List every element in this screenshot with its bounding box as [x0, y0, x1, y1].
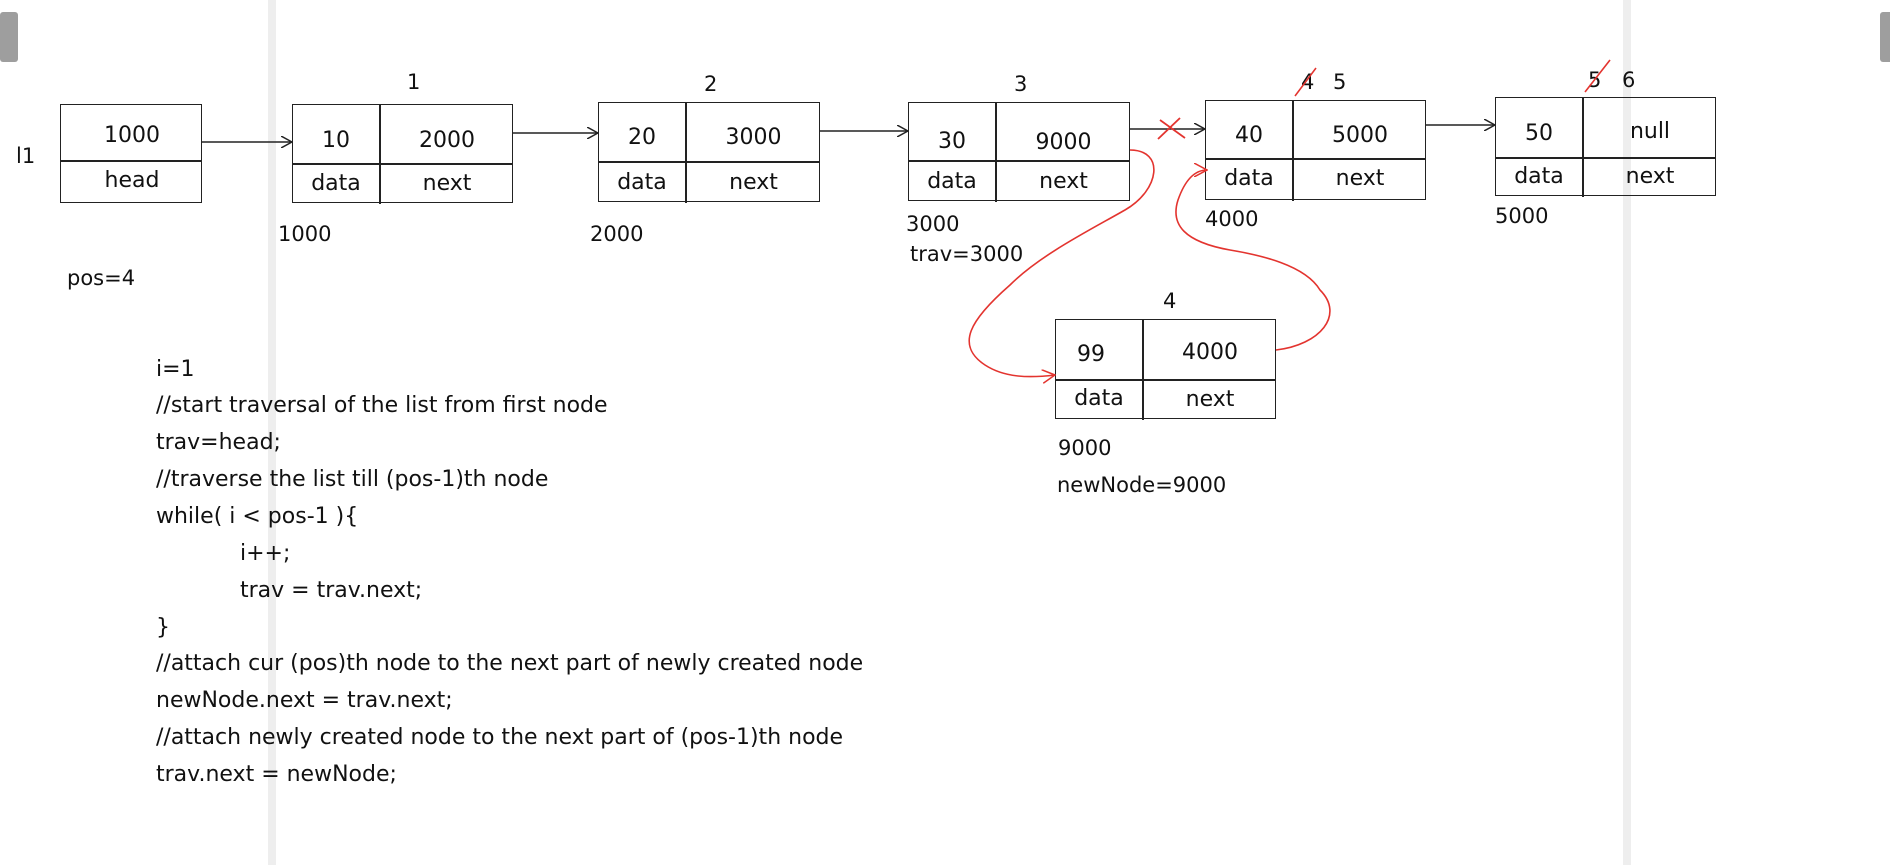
node-2-address: 2000	[590, 222, 644, 246]
node-5-address: 5000	[1495, 204, 1549, 228]
node-3-data: 30	[938, 129, 966, 154]
right-margin-guide	[1623, 0, 1631, 865]
node-5-next: null	[1629, 119, 1671, 144]
code-line: trav.next = newNode;	[156, 762, 397, 787]
removed-link-cross-mark	[1157, 117, 1181, 140]
pos-label: pos=4	[67, 266, 136, 290]
node-5-next-label: next	[1625, 164, 1675, 189]
code-comment: //traverse the list till (pos-1)th node	[156, 467, 549, 492]
node-1: 10 2000 data next	[292, 104, 513, 204]
node-3-to-new-node-arrow	[968, 149, 1155, 377]
node-1-next-label: next	[422, 171, 472, 196]
node-2-position: 2	[704, 72, 718, 96]
node-5: 50 null data next	[1495, 97, 1716, 197]
node-2: 20 3000 data next	[598, 102, 820, 203]
new-node-next-label: next	[1185, 387, 1235, 412]
code-line: trav = trav.next;	[240, 578, 423, 603]
node-1-position: 1	[407, 70, 421, 94]
node-4-old-position: 4	[1301, 70, 1315, 94]
old-position-strike-mark	[1294, 67, 1317, 97]
node-4: 40 5000 data next	[1205, 100, 1426, 201]
trav-pointer-note: trav=3000	[910, 242, 1024, 266]
node-3-next-label: next	[1039, 169, 1088, 194]
node-4-address: 4000	[1205, 207, 1259, 231]
list-name-label: l1	[16, 144, 36, 168]
left-margin-guide	[268, 0, 276, 865]
code-line: trav=head;	[156, 430, 281, 455]
node-3-data-label: data	[927, 169, 977, 194]
code-line: }	[156, 615, 170, 640]
new-node-to-node-4-arrow	[1175, 170, 1331, 351]
new-node-data-label: data	[1074, 386, 1124, 411]
node-5-data: 50	[1525, 121, 1553, 146]
head-node: 1000 head	[60, 104, 202, 203]
node-4-new-position: 5	[1333, 70, 1347, 94]
node-5-new-position: 6	[1622, 68, 1636, 92]
node-1-data: 10	[322, 128, 350, 153]
removed-link-cross-mark	[1159, 119, 1186, 139]
head-value: 1000	[104, 123, 160, 148]
node-2-data: 20	[628, 125, 656, 150]
node-4-data-label: data	[1224, 166, 1274, 191]
node-3-position: 3	[1014, 72, 1028, 96]
node-2-data-label: data	[617, 170, 667, 195]
code-comment: //attach newly created node to the next …	[156, 725, 844, 750]
head-label: head	[104, 168, 160, 193]
new-node-pointer-note: newNode=9000	[1057, 473, 1227, 497]
node-3-next: 9000	[1035, 130, 1092, 155]
new-node-next: 4000	[1182, 340, 1238, 365]
right-panel-toggle-icon[interactable]	[1880, 12, 1890, 62]
node-4-data: 40	[1235, 123, 1263, 148]
code-line: i++;	[240, 541, 291, 566]
code-line: i=1	[156, 357, 195, 382]
new-node-address: 9000	[1058, 436, 1112, 460]
node-3: 30 9000 data next	[908, 102, 1130, 202]
code-comment: //start traversal of the list from first…	[156, 393, 608, 418]
node-1-data-label: data	[311, 171, 361, 196]
node-4-next-label: next	[1335, 166, 1385, 191]
code-line: while( i < pos-1 ){	[156, 504, 359, 529]
new-node-data: 99	[1077, 342, 1105, 367]
code-comment: //attach cur (pos)th node to the next pa…	[156, 651, 864, 676]
node-1-address: 1000	[278, 222, 332, 246]
node-4-next: 5000	[1332, 123, 1388, 148]
node-5-data-label: data	[1514, 164, 1564, 189]
node-1-next: 2000	[419, 128, 475, 153]
node-2-next: 3000	[725, 125, 782, 150]
new-node-position: 4	[1163, 289, 1177, 313]
code-line: newNode.next = trav.next;	[156, 688, 453, 713]
node-2-next-label: next	[729, 170, 778, 195]
left-panel-toggle-icon[interactable]	[0, 12, 18, 62]
node-3-address: 3000	[906, 212, 960, 236]
old-position-strike-mark	[1584, 59, 1611, 93]
new-node: 99 4000 data next	[1055, 319, 1276, 420]
